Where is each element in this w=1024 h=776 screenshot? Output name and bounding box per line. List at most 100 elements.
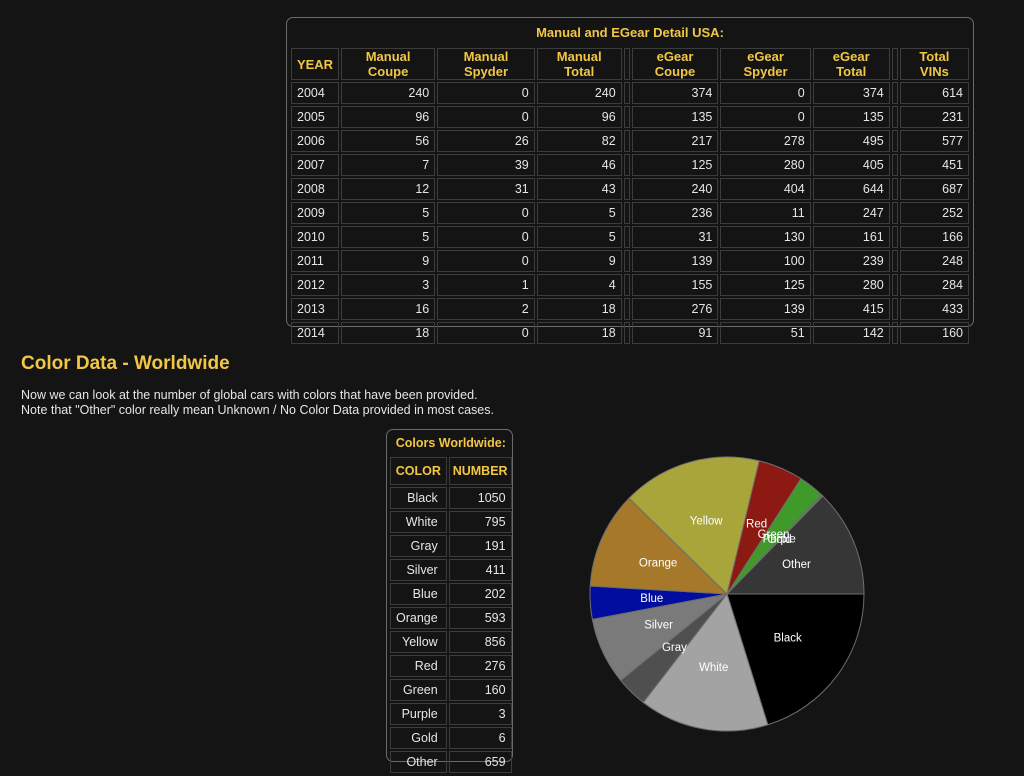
cell-manual-total: 4 (536, 274, 622, 296)
col-gap (891, 226, 898, 248)
cell-number: 593 (448, 607, 512, 629)
col-gap (623, 274, 630, 296)
table-row: 2010 5 0 5 31 130 161 166 (291, 226, 969, 248)
cell-manual-total: 43 (536, 178, 622, 200)
col-header-manual-total: Manual Total (536, 48, 622, 80)
pie-label-orange: Orange (639, 558, 677, 570)
pie-label-gray: Gray (662, 642, 687, 654)
cell-color: Red (390, 655, 447, 677)
usa-detail-table-caption: Manual and EGear Detail USA: (536, 25, 724, 40)
cell-manual-coupe: 96 (341, 106, 436, 128)
table-row: 2012 3 1 4 155 125 280 284 (291, 274, 969, 296)
cell-number: 202 (448, 583, 512, 605)
col-header-color: COLOR (390, 457, 447, 485)
cell-egear-total: 495 (812, 130, 890, 152)
table-row: 2006 56 26 82 217 278 495 577 (291, 130, 969, 152)
pie-label-other: Other (782, 559, 811, 571)
table-row: 2007 7 39 46 125 280 405 451 (291, 154, 969, 176)
cell-egear-coupe: 31 (631, 226, 719, 248)
table-row: Gray 191 (390, 535, 512, 557)
pie-label-red: Red (746, 519, 767, 531)
cell-year: 2014 (291, 322, 339, 344)
cell-year: 2004 (291, 82, 339, 104)
color-pie-chart: Black White Gray Silver Blue Orange Yellow RedG… (589, 456, 865, 732)
cell-number: 3 (448, 703, 512, 725)
table-row: 2005 96 0 96 135 0 135 231 (291, 106, 969, 128)
pie-slice-black (726, 593, 865, 726)
cell-manual-coupe: 18 (341, 322, 436, 344)
col-header-manual-spyder: Manual Spyder (437, 48, 535, 80)
cell-total-vins: 614 (899, 82, 969, 104)
table-row: Gold 6 (390, 727, 512, 749)
col-gap (891, 154, 898, 176)
cell-manual-coupe: 240 (341, 82, 436, 104)
table-row: Purple 3 (390, 703, 512, 725)
usa-detail-table-body: 2004 240 0 240 374 0 374 614 2005 96 0 96 135 0 135 231… (291, 82, 969, 344)
cell-manual-spyder: 31 (437, 178, 535, 200)
pie-label-green: Green (758, 529, 790, 541)
cell-total-vins: 284 (899, 274, 969, 296)
col-header-egear-spyder: eGear Spyder (720, 48, 811, 80)
cell-egear-coupe: 155 (631, 274, 719, 296)
table-row: Blue 202 (390, 583, 512, 605)
cell-number: 1050 (448, 487, 512, 509)
usa-detail-table-container: Manual and EGear Detail USA: YEAR Manual… (286, 17, 974, 344)
cell-number: 411 (448, 559, 512, 581)
table-row: 2009 5 0 5 236 11 247 252 (291, 202, 969, 224)
col-gap (891, 48, 898, 80)
cell-year: 2010 (291, 226, 339, 248)
cell-total-vins: 248 (899, 250, 969, 272)
cell-color: Blue (390, 583, 447, 605)
col-gap (891, 298, 898, 320)
cell-manual-coupe: 5 (341, 202, 436, 224)
col-gap (623, 106, 630, 128)
cell-egear-spyder: 100 (720, 250, 811, 272)
cell-egear-spyder: 51 (720, 322, 811, 344)
pie-label-black: Black (774, 633, 802, 645)
cell-year: 2012 (291, 274, 339, 296)
col-gap (623, 250, 630, 272)
cell-manual-total: 82 (536, 130, 622, 152)
cell-egear-coupe: 236 (631, 202, 719, 224)
cell-manual-total: 18 (536, 298, 622, 320)
cell-color: Green (390, 679, 447, 701)
col-gap (891, 202, 898, 224)
cell-egear-spyder: 130 (720, 226, 811, 248)
cell-egear-coupe: 139 (631, 250, 719, 272)
cell-egear-total: 644 (812, 178, 890, 200)
section-title: Color Data - Worldwide (21, 353, 230, 374)
cell-number: 191 (448, 535, 512, 557)
cell-manual-coupe: 16 (341, 298, 436, 320)
table-row: Black 1050 (390, 487, 512, 509)
cell-manual-spyder: 0 (437, 250, 535, 272)
cell-color: Yellow (390, 631, 447, 653)
cell-year: 2011 (291, 250, 339, 272)
cell-egear-total: 280 (812, 274, 890, 296)
cell-total-vins: 160 (899, 322, 969, 344)
pie-slice-yellow (628, 456, 760, 595)
col-gap (623, 322, 630, 344)
cell-color: Gold (390, 727, 447, 749)
col-gap (623, 226, 630, 248)
cell-total-vins: 252 (899, 202, 969, 224)
col-header-egear-coupe: eGear Coupe (631, 48, 719, 80)
table-row: 2013 16 2 18 276 139 415 433 (291, 298, 969, 320)
cell-egear-total: 247 (812, 202, 890, 224)
pie-slice-orange (589, 497, 729, 595)
cell-egear-spyder: 0 (720, 106, 811, 128)
cell-year: 2008 (291, 178, 339, 200)
cell-number: 276 (448, 655, 512, 677)
pie-label-yellow: Yellow (690, 516, 724, 528)
cell-manual-total: 9 (536, 250, 622, 272)
cell-manual-total: 5 (536, 202, 622, 224)
cell-manual-total: 5 (536, 226, 622, 248)
cell-egear-spyder: 278 (720, 130, 811, 152)
cell-total-vins: 577 (899, 130, 969, 152)
cell-egear-total: 415 (812, 298, 890, 320)
cell-total-vins: 231 (899, 106, 969, 128)
cell-total-vins: 166 (899, 226, 969, 248)
cell-manual-spyder: 0 (437, 226, 535, 248)
cell-egear-spyder: 11 (720, 202, 811, 224)
cell-egear-spyder: 139 (720, 298, 811, 320)
cell-egear-coupe: 374 (631, 82, 719, 104)
